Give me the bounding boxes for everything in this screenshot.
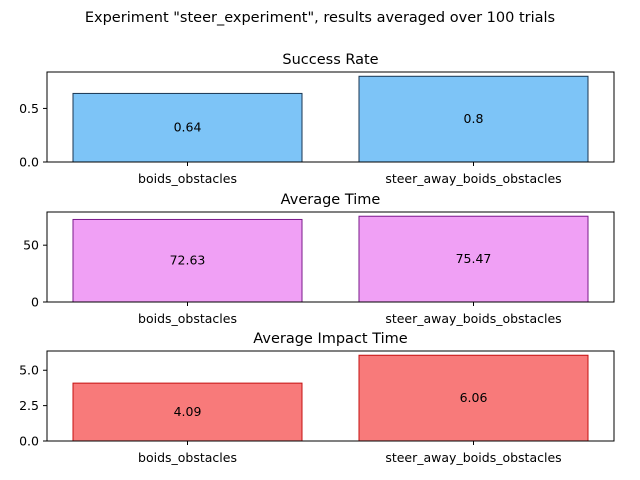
bar-value-label: 0.8 — [464, 111, 484, 126]
x-tick-label: boids_obstacles — [138, 171, 237, 186]
y-tick-label: 0.5 — [19, 101, 39, 116]
subplot-title: Success Rate — [282, 52, 378, 68]
subplot-3: Average Impact Time 4.09 boids_obstacles 6.… — [19, 331, 615, 465]
subplot-title: Average Time — [281, 192, 381, 208]
subplot-2: Average Time 72.63 boids_obstacles 75.47 ste… — [23, 192, 615, 326]
bar-value-label: 72.63 — [170, 253, 206, 268]
x-tick-label: boids_obstacles — [138, 450, 237, 465]
bar — [358, 354, 589, 442]
bar — [358, 215, 589, 303]
bar-value-label: 4.09 — [174, 404, 202, 419]
bar — [358, 75, 589, 163]
bar-value-label: 6.06 — [460, 390, 488, 405]
axes-frame — [46, 211, 615, 303]
y-tick-label: 0.0 — [19, 155, 39, 170]
x-tick-label: steer_away_boids_obstacles — [385, 450, 561, 465]
bar — [72, 92, 303, 163]
x-tick-label: steer_away_boids_obstacles — [385, 311, 561, 326]
y-tick-label: 0.0 — [19, 434, 39, 449]
subplot-panels: Success Rate 0.64 boids_obstacles 0.8 steer_… — [19, 52, 615, 465]
x-tick-label: steer_away_boids_obstacles — [385, 171, 561, 186]
bar — [72, 382, 303, 442]
x-tick-label: boids_obstacles — [138, 311, 237, 326]
bar — [72, 218, 303, 303]
y-tick-label: 5.0 — [19, 363, 39, 378]
subplot-title: Average Impact Time — [253, 331, 407, 347]
y-tick-label: 0 — [31, 295, 39, 310]
axes-frame — [46, 71, 615, 163]
y-tick-label: 50 — [23, 238, 39, 253]
figure-suptitle: Experiment "steer_experiment", results a… — [85, 10, 555, 26]
y-tick-label: 2.5 — [19, 398, 39, 413]
subplot-1: Success Rate 0.64 boids_obstacles 0.8 steer_… — [19, 52, 615, 186]
bar-value-label: 0.64 — [174, 120, 202, 135]
axes-frame — [46, 350, 615, 442]
bar-value-label: 75.47 — [456, 251, 492, 266]
